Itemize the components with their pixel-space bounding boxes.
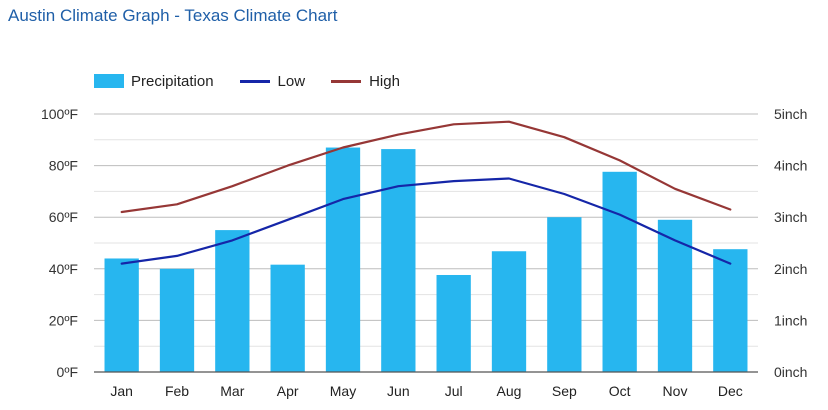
x-tick-label-oct: Oct <box>609 383 631 399</box>
y-left-tick-label: 60ºF <box>49 209 78 225</box>
chart-legend: Precipitation Low High <box>94 71 426 91</box>
y-right-tick-label: 0inch <box>774 364 807 380</box>
bar-precipitation-oct <box>602 171 637 372</box>
x-tick-label-apr: Apr <box>277 383 299 399</box>
legend-item-precipitation[interactable]: Precipitation <box>94 73 214 90</box>
bar-precipitation-sep <box>547 217 582 372</box>
legend-item-low[interactable]: Low <box>239 72 306 90</box>
bar-precipitation-mar <box>215 230 250 372</box>
page-title: Austin Climate Graph - Texas Climate Cha… <box>8 6 338 25</box>
y-left-tick-label: 80ºF <box>49 158 78 174</box>
y-left-tick-label: 40ºF <box>49 261 78 277</box>
legend-item-high[interactable]: High <box>331 73 400 90</box>
x-tick-label-jan: Jan <box>110 383 133 399</box>
x-tick-label-mar: Mar <box>220 383 244 399</box>
bar-precipitation-jul <box>436 274 471 372</box>
y-right-tick-label: 3inch <box>774 209 807 225</box>
bar-precipitation-aug <box>491 251 527 372</box>
y-right-tick-label: 2inch <box>774 261 807 277</box>
x-tick-label-feb: Feb <box>165 383 189 399</box>
line-high <box>120 120 732 214</box>
bar-precipitation-may <box>325 147 361 372</box>
x-tick-label-may: May <box>330 383 356 399</box>
x-tick-label-jul: Jul <box>445 383 463 399</box>
y-left-tick-label: 100ºF <box>41 106 78 122</box>
legend-label-high: High <box>369 72 400 90</box>
y-right-tick-label: 1inch <box>774 312 807 328</box>
bar-precipitation-dec <box>713 249 748 372</box>
legend-label-precipitation: Precipitation <box>131 72 214 90</box>
line-low <box>120 177 732 265</box>
bar-precipitation-apr <box>270 264 305 372</box>
bar-precipitation-feb <box>159 268 195 372</box>
bar-precipitation-jan <box>104 258 139 372</box>
y-right-tick-label: 4inch <box>774 158 807 174</box>
y-left-tick-label: 20ºF <box>49 312 78 328</box>
x-tick-label-dec: Dec <box>718 383 743 399</box>
x-tick-label-nov: Nov <box>663 383 688 399</box>
y-right-tick-label: 5inch <box>774 106 807 122</box>
bar-precipitation-jun <box>381 149 416 372</box>
y-left-tick-label: 0ºF <box>57 364 78 380</box>
x-tick-label-jun: Jun <box>387 383 410 399</box>
legend-swatch-high <box>331 79 362 83</box>
x-tick-label-sep: Sep <box>552 383 577 399</box>
x-tick-label-aug: Aug <box>497 383 522 399</box>
bar-precipitation-nov <box>657 219 693 372</box>
legend-swatch-precipitation <box>94 74 124 88</box>
legend-label-low: Low <box>277 72 306 90</box>
legend-swatch-low <box>239 79 270 83</box>
